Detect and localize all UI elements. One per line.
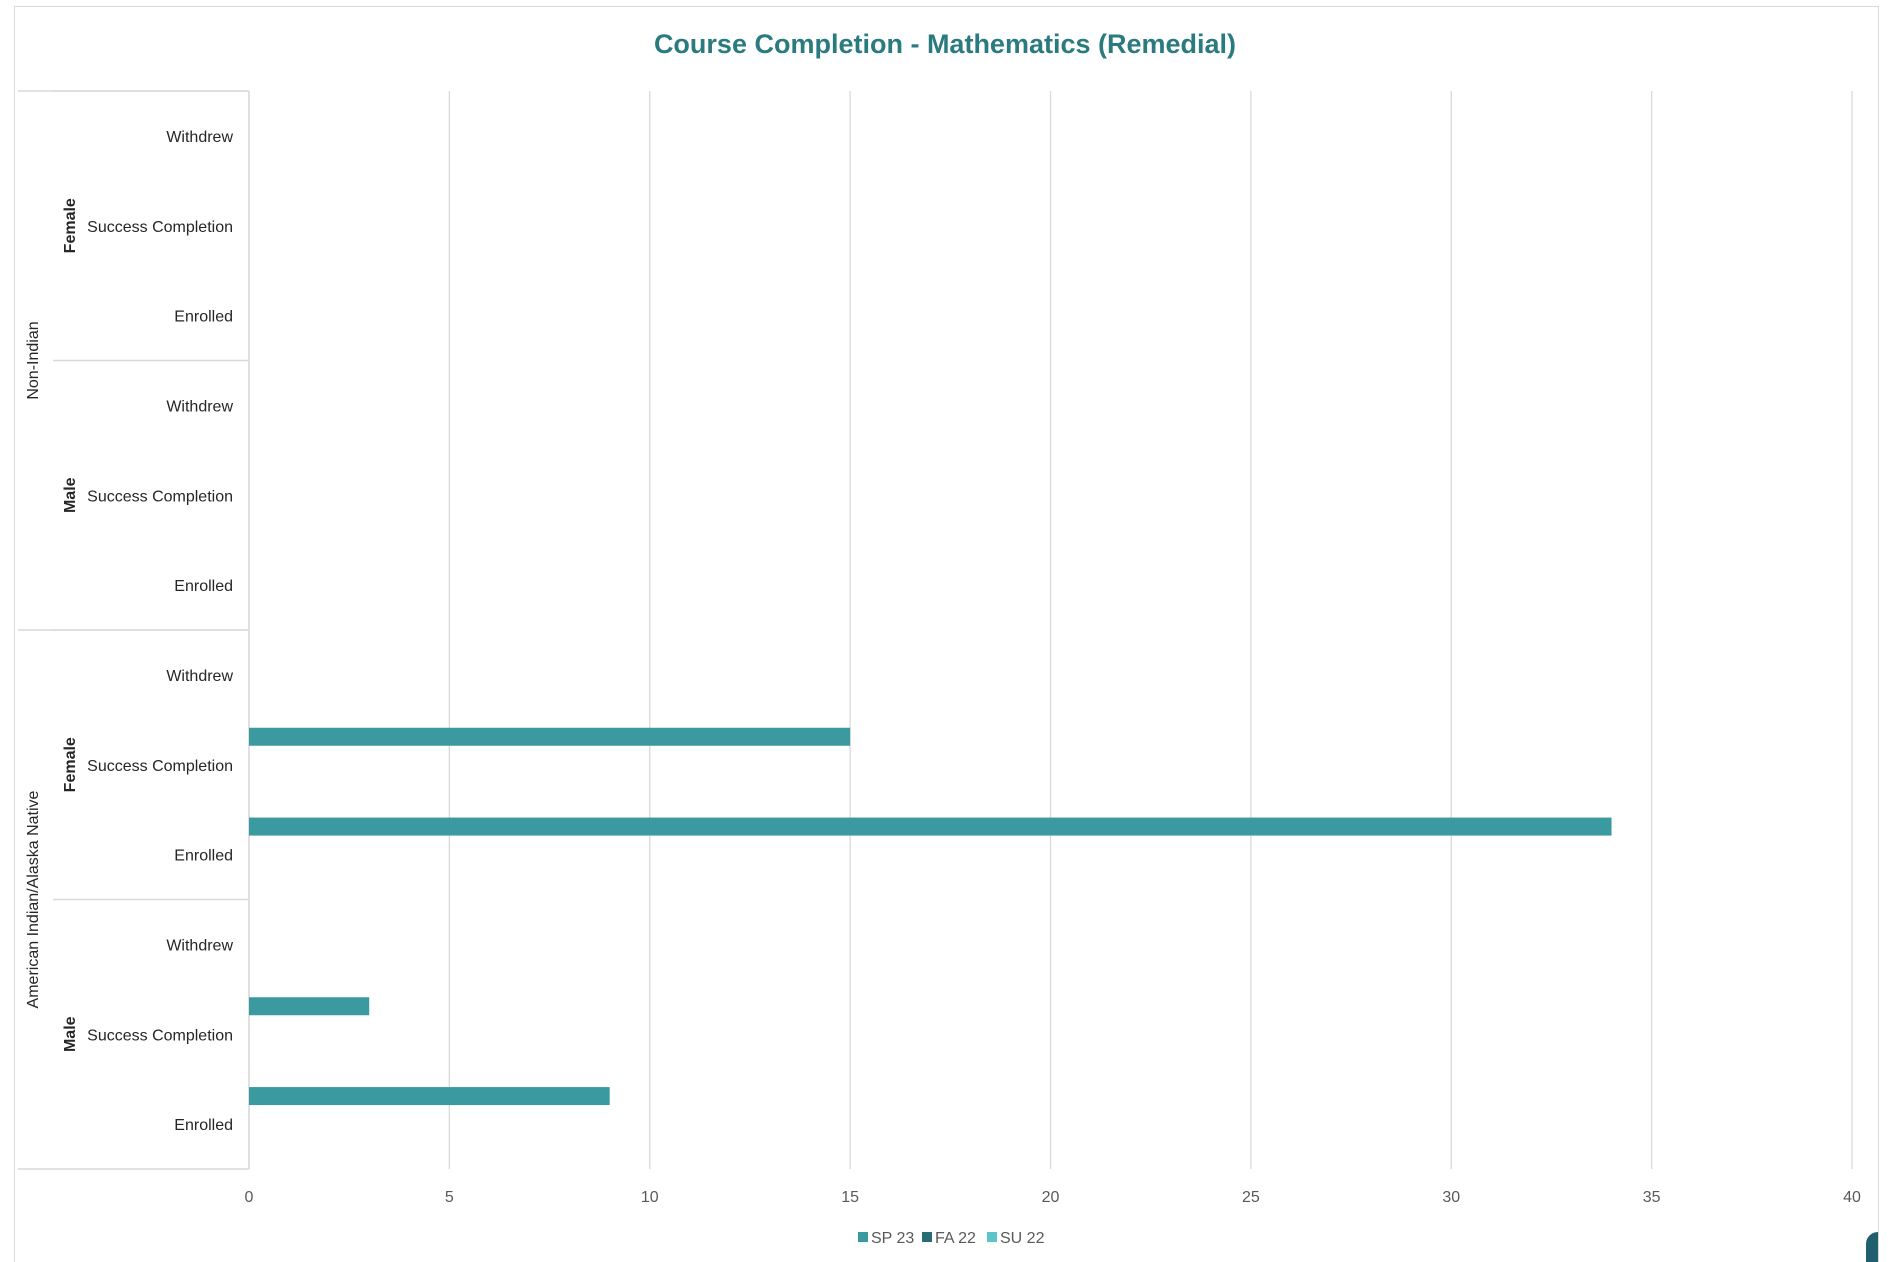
value-axis: 0 5 10 15 20 25 30 35 40 bbox=[245, 1189, 1861, 1206]
bar bbox=[249, 727, 851, 746]
legend-label: FA 22 bbox=[935, 1230, 976, 1247]
category-label: Withdrew bbox=[166, 398, 233, 415]
bar bbox=[249, 997, 370, 1016]
category-label: Success Completion bbox=[87, 219, 233, 236]
category-label: Success Completion bbox=[87, 758, 233, 775]
legend-label: SP 23 bbox=[871, 1230, 914, 1247]
category-axis: Enrolled Success Completion Withdrew Enroll… bbox=[18, 90, 250, 1170]
legend-swatch bbox=[922, 1232, 932, 1242]
x-tick-label: 20 bbox=[1042, 1189, 1060, 1206]
category-label: Enrolled bbox=[174, 578, 233, 595]
legend-swatch bbox=[987, 1232, 997, 1242]
legend-label: SU 22 bbox=[1000, 1230, 1045, 1247]
category-label: Withdrew bbox=[166, 668, 233, 685]
bars bbox=[249, 727, 1612, 1106]
x-tick-label: 30 bbox=[1442, 1189, 1460, 1206]
gridlines bbox=[248, 91, 1853, 1169]
x-tick-label: 40 bbox=[1843, 1189, 1861, 1206]
group-label: American Indian/Alaska Native bbox=[25, 790, 42, 1008]
legend: SP 23 FA 22 SU 22 bbox=[858, 1230, 1045, 1247]
category-label: Withdrew bbox=[166, 937, 233, 954]
x-tick-label: 35 bbox=[1643, 1189, 1661, 1206]
x-tick-label: 10 bbox=[641, 1189, 659, 1206]
x-tick-label: 25 bbox=[1242, 1189, 1260, 1206]
category-label: Enrolled bbox=[174, 309, 233, 326]
chart-frame bbox=[14, 6, 1879, 1262]
legend-swatch bbox=[858, 1232, 868, 1242]
x-tick-label: 0 bbox=[245, 1189, 254, 1206]
category-label: Enrolled bbox=[174, 848, 233, 865]
bar bbox=[249, 817, 1612, 836]
x-tick-label: 15 bbox=[841, 1189, 859, 1206]
category-label: Enrolled bbox=[174, 1117, 233, 1134]
bar bbox=[249, 1087, 610, 1106]
category-label: Success Completion bbox=[87, 488, 233, 505]
corner-decoration bbox=[1866, 1232, 1878, 1262]
category-label: Withdrew bbox=[166, 129, 233, 146]
gender-label: Male bbox=[62, 477, 79, 513]
group-label: Non-Indian bbox=[25, 321, 42, 399]
x-tick-label: 5 bbox=[445, 1189, 454, 1206]
gender-label: Female bbox=[62, 198, 79, 253]
gender-label: Male bbox=[62, 1016, 79, 1052]
gender-label: Female bbox=[62, 737, 79, 792]
chart-title: Course Completion - Mathematics (Remedia… bbox=[654, 29, 1236, 59]
category-label: Success Completion bbox=[87, 1027, 233, 1044]
